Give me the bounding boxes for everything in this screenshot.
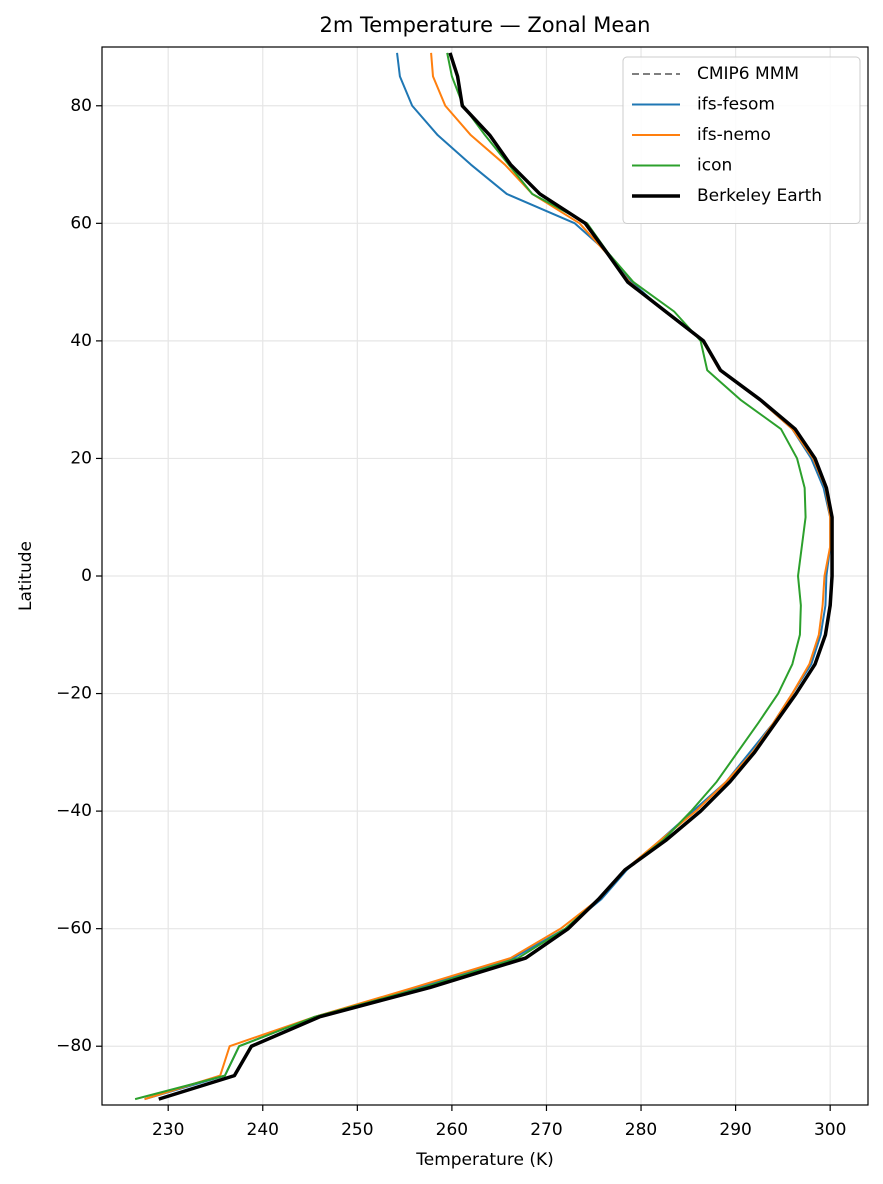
- x-tick-label: 230: [152, 1120, 184, 1140]
- plot-frame: [101, 46, 869, 1106]
- y-tick-label: −80: [56, 1036, 92, 1056]
- x-tick-label: 300: [814, 1120, 846, 1140]
- y-tick-label: 0: [81, 566, 92, 586]
- x-tick-label: 260: [436, 1120, 468, 1140]
- y-tick-label: −40: [56, 801, 92, 821]
- legend-label: ifs-nemo: [697, 125, 771, 145]
- x-tick-label: 270: [530, 1120, 562, 1140]
- legend-label: Berkeley Earth: [697, 186, 822, 206]
- legend-label: ifs-fesom: [697, 95, 775, 115]
- legend-label: CMIP6 MMM: [697, 64, 799, 84]
- x-tick-label: 250: [341, 1120, 373, 1140]
- y-tick-label: 60: [70, 213, 92, 233]
- x-tick-label: 240: [247, 1120, 279, 1140]
- x-tick-label: 280: [625, 1120, 657, 1140]
- y-tick-label: 80: [70, 96, 92, 116]
- legend-label: icon: [697, 156, 732, 176]
- y-tick-label: 20: [70, 448, 92, 468]
- chart-title: 2m Temperature — Zonal Mean: [319, 13, 650, 37]
- y-axis-label: Latitude: [16, 541, 36, 611]
- y-tick-label: −60: [56, 919, 92, 939]
- x-axis-label: Temperature (K): [415, 1150, 554, 1170]
- series-line: [158, 52, 834, 1101]
- y-tick-label: 40: [70, 331, 92, 351]
- series-line: [144, 52, 832, 1101]
- legend-box: [622, 56, 861, 224]
- x-tick-label: 290: [719, 1120, 751, 1140]
- y-tick-label: −20: [56, 684, 92, 704]
